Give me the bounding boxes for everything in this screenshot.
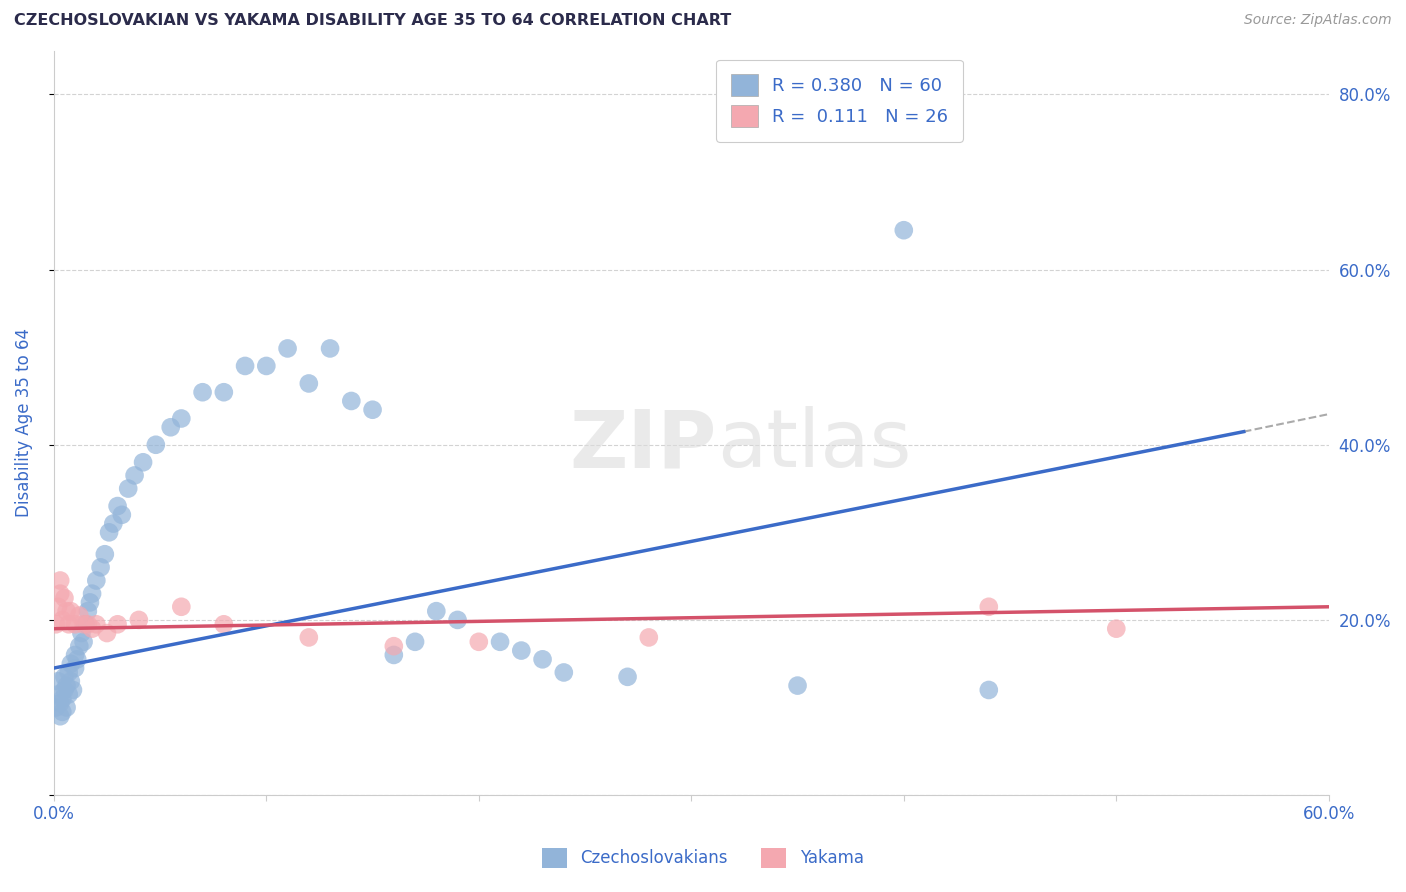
Point: [212, 617, 235, 632]
Legend: Czechoslovakians, Yakama: Czechoslovakians, Yakama: [536, 841, 870, 875]
Point: [382, 639, 405, 653]
Point: [159, 420, 181, 434]
Point: [361, 402, 384, 417]
Point: [616, 670, 638, 684]
Point: [170, 411, 193, 425]
Point: [145, 438, 167, 452]
Point: [170, 599, 193, 614]
Point: [637, 631, 659, 645]
Point: [45, 617, 67, 632]
Point: [63, 661, 86, 675]
Point: [254, 359, 277, 373]
Point: [98, 525, 121, 540]
Point: [510, 643, 533, 657]
Point: [277, 342, 299, 356]
Point: [893, 223, 915, 237]
Point: [51, 705, 73, 719]
Point: [58, 665, 80, 680]
Text: atlas: atlas: [717, 406, 911, 484]
Text: CZECHOSLOVAKIAN VS YAKAMA DISABILITY AGE 35 TO 64 CORRELATION CHART: CZECHOSLOVAKIAN VS YAKAMA DISABILITY AGE…: [14, 13, 731, 29]
Point: [51, 613, 73, 627]
Point: [55, 604, 77, 618]
Point: [117, 482, 139, 496]
Point: [90, 560, 112, 574]
Point: [107, 617, 129, 632]
Point: [70, 626, 93, 640]
Point: [404, 635, 426, 649]
Point: [72, 635, 94, 649]
Point: [55, 700, 77, 714]
Point: [977, 683, 1000, 698]
Point: [63, 617, 86, 632]
Point: [51, 691, 73, 706]
Point: [786, 679, 808, 693]
Point: [553, 665, 575, 680]
Point: [446, 613, 468, 627]
Point: [132, 455, 155, 469]
Y-axis label: Disability Age 35 to 64: Disability Age 35 to 64: [15, 328, 32, 517]
Point: [49, 696, 72, 710]
Point: [319, 342, 342, 356]
Point: [382, 648, 405, 662]
Point: [79, 595, 101, 609]
Point: [45, 700, 67, 714]
Point: [76, 617, 98, 632]
Point: [103, 516, 125, 531]
Point: [468, 635, 491, 649]
Text: ZIP: ZIP: [569, 406, 717, 484]
Point: [107, 499, 129, 513]
Point: [489, 635, 512, 649]
Point: [80, 622, 103, 636]
Point: [46, 599, 69, 614]
Point: [59, 604, 82, 618]
Point: [111, 508, 134, 522]
Point: [55, 679, 77, 693]
Point: [49, 574, 72, 588]
Point: [75, 617, 97, 632]
Point: [94, 547, 117, 561]
Point: [49, 709, 72, 723]
Point: [124, 468, 146, 483]
Point: [53, 670, 76, 684]
Point: [191, 385, 214, 400]
Point: [86, 617, 108, 632]
Point: [62, 683, 84, 698]
Point: [80, 587, 103, 601]
Point: [58, 687, 80, 701]
Legend: R = 0.380   N = 60, R =  0.111   N = 26: R = 0.380 N = 60, R = 0.111 N = 26: [716, 60, 963, 142]
Point: [212, 385, 235, 400]
Point: [67, 639, 90, 653]
Point: [128, 613, 150, 627]
Point: [86, 574, 108, 588]
Point: [298, 376, 321, 391]
Point: [58, 617, 80, 632]
Point: [96, 626, 118, 640]
Point: [233, 359, 256, 373]
Point: [76, 604, 98, 618]
Point: [46, 674, 69, 689]
Point: [72, 617, 94, 632]
Point: [425, 604, 447, 618]
Point: [53, 683, 76, 698]
Point: [977, 599, 1000, 614]
Point: [531, 652, 554, 666]
Point: [59, 674, 82, 689]
Point: [49, 587, 72, 601]
Point: [1105, 622, 1128, 636]
Point: [46, 687, 69, 701]
Point: [59, 657, 82, 671]
Point: [67, 608, 90, 623]
Point: [63, 648, 86, 662]
Point: [298, 631, 321, 645]
Text: Source: ZipAtlas.com: Source: ZipAtlas.com: [1244, 13, 1392, 28]
Point: [340, 394, 363, 409]
Point: [53, 591, 76, 605]
Point: [66, 652, 89, 666]
